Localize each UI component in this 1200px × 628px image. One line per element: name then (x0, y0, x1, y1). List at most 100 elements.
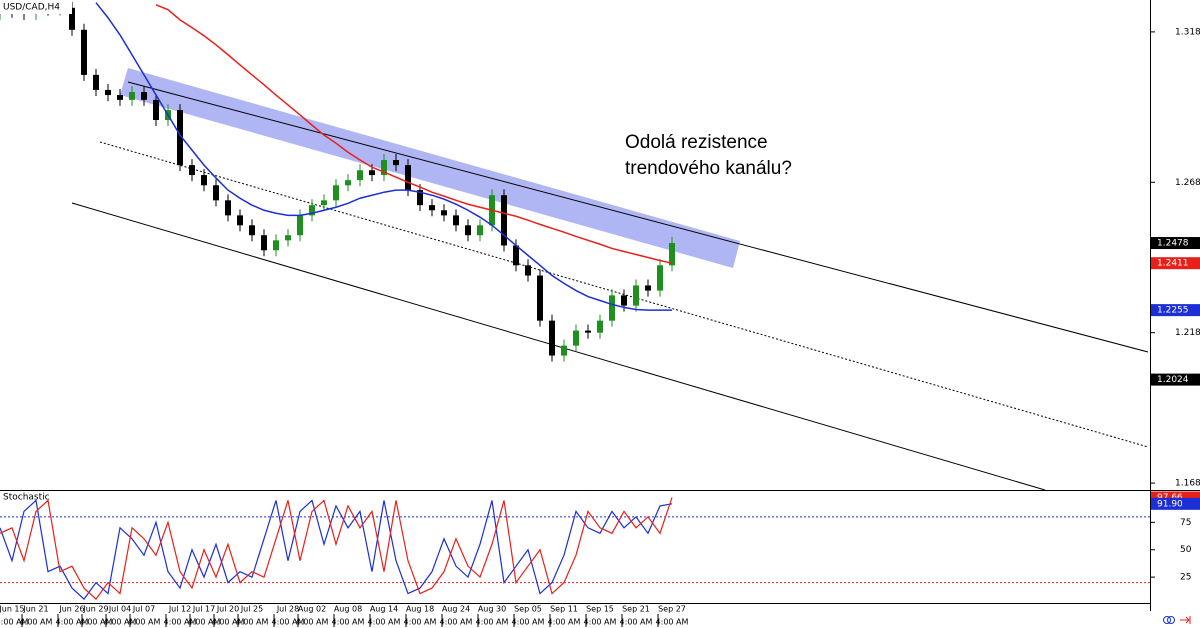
candle-body (369, 170, 375, 176)
x-tick-label: Sep 11 (550, 605, 578, 614)
candle-body (261, 235, 267, 251)
x-tick-label: Aug 02 (298, 605, 326, 614)
candle-body (513, 245, 519, 266)
oscillator-line (0, 499, 673, 600)
candle-body (501, 195, 507, 246)
x-time-label: 4:00 AM (104, 618, 137, 627)
x-tick-label: Jul 17 (192, 605, 215, 614)
x-time-label: 4:00 AM (56, 618, 89, 627)
candle-body (645, 285, 651, 291)
candle-body (273, 240, 279, 251)
x-tick-label: Jun 29 (82, 605, 108, 614)
candle-body (129, 92, 135, 100)
x-time-label: 4:00 AM (188, 618, 221, 627)
annotation: Odolá rezistence (625, 132, 768, 153)
x-tick-label: Sep 15 (586, 605, 614, 614)
moving-average (95, 2, 672, 311)
price-label-box (1151, 257, 1200, 270)
candle-body (453, 215, 459, 226)
candle-body (309, 205, 315, 216)
candle-body (597, 320, 603, 333)
x-time-label: 4:00 AM (512, 618, 545, 627)
x-tick-label: Jul 28 (276, 605, 299, 614)
resistance-zone (120, 68, 740, 268)
stochastic-plot (0, 497, 1150, 600)
x-tick-label: Aug 24 (442, 605, 470, 614)
x-tick-label: Aug 30 (478, 605, 506, 614)
candle-body (393, 160, 399, 166)
candle-body (213, 185, 219, 201)
icon[interactable] (1180, 616, 1191, 624)
candle-body (525, 265, 531, 276)
candle-body (81, 29, 87, 75)
price-label: 1.2255 (1157, 306, 1189, 316)
candle-body (225, 200, 231, 216)
channel-upper (127, 81, 1149, 353)
x-time-label: 4:00 AM (332, 618, 365, 627)
x-tick-label: Sep 05 (514, 605, 542, 614)
x-time-label: 4:00 AM (404, 618, 437, 627)
candle-body (465, 225, 471, 236)
candle-body (105, 89, 111, 96)
toolbar-icons (1163, 616, 1191, 624)
x-time-label: 4:00 AM (236, 618, 269, 627)
x-time-label: 4:00 AM (296, 618, 329, 627)
x-time-label: 4:00 AM (128, 618, 161, 627)
x-time-label: 4:00 AM (368, 618, 401, 627)
candle-body (381, 160, 387, 176)
candle-body (153, 99, 159, 121)
x-time-label: 4:00 AM (476, 618, 509, 627)
candle-body (609, 295, 615, 321)
x-time-label: 4:00 AM (440, 618, 473, 627)
y-tick-label: 1.2180 (1175, 328, 1200, 338)
candle-body (357, 170, 363, 181)
channel-lower (71, 202, 1046, 490)
candle-body (573, 330, 579, 346)
price-label-box (1151, 373, 1200, 386)
x-tick-label: Jul 04 (108, 605, 131, 614)
candle-body (333, 185, 339, 201)
candle-body (201, 175, 207, 186)
x-tick-label: Jun 26 (58, 605, 84, 614)
icon[interactable] (1167, 616, 1175, 624)
x-tick-label: Aug 18 (406, 605, 434, 614)
x-tick-label: Sep 27 (658, 605, 686, 614)
price-label: 91.90 (1157, 499, 1183, 509)
candle-body (93, 74, 99, 90)
candle-body (537, 275, 543, 321)
candle-body (633, 285, 639, 306)
y-tick-label: 50 (1180, 545, 1192, 555)
candle-body (585, 330, 591, 333)
title-bg (0, 0, 72, 14)
candle-body (429, 205, 435, 211)
candle-body (69, 7, 75, 30)
x-tick-label: Jul 20 (216, 605, 239, 614)
candle-body (285, 235, 291, 241)
x-tick-label: Jun 21 (22, 605, 48, 614)
price-label: 1.2024 (1157, 375, 1189, 385)
y-tick-label: 25 (1180, 573, 1191, 583)
x-tick-label: Jul 25 (240, 605, 263, 614)
candle-body (141, 92, 147, 100)
y-tick-label: 1.2680 (1175, 178, 1200, 188)
candle-body (657, 265, 663, 291)
x-tick-label: Aug 14 (370, 605, 398, 614)
candle-body (441, 210, 447, 216)
candle-body (549, 320, 555, 356)
candle-body (189, 165, 195, 176)
y-tick-label: 1.1680 (1175, 479, 1200, 489)
price-label-box (1151, 237, 1200, 250)
x-time-label: 4:00 AM (620, 618, 653, 627)
candle-body (117, 95, 123, 100)
x-tick-label: Jul 12 (168, 605, 191, 614)
icon[interactable] (1163, 616, 1171, 624)
x-time-label: 4:00 AM (212, 618, 245, 627)
candle-body (249, 225, 255, 236)
oscillator-line (0, 497, 673, 600)
candle-body (321, 200, 327, 206)
candle-body (669, 243, 675, 266)
price-label: 1.2411 (1157, 259, 1189, 269)
x-time-label: 4:00 AM (548, 618, 581, 627)
x-time-label: 4:00 AM (80, 618, 113, 627)
candle-body (621, 295, 627, 306)
